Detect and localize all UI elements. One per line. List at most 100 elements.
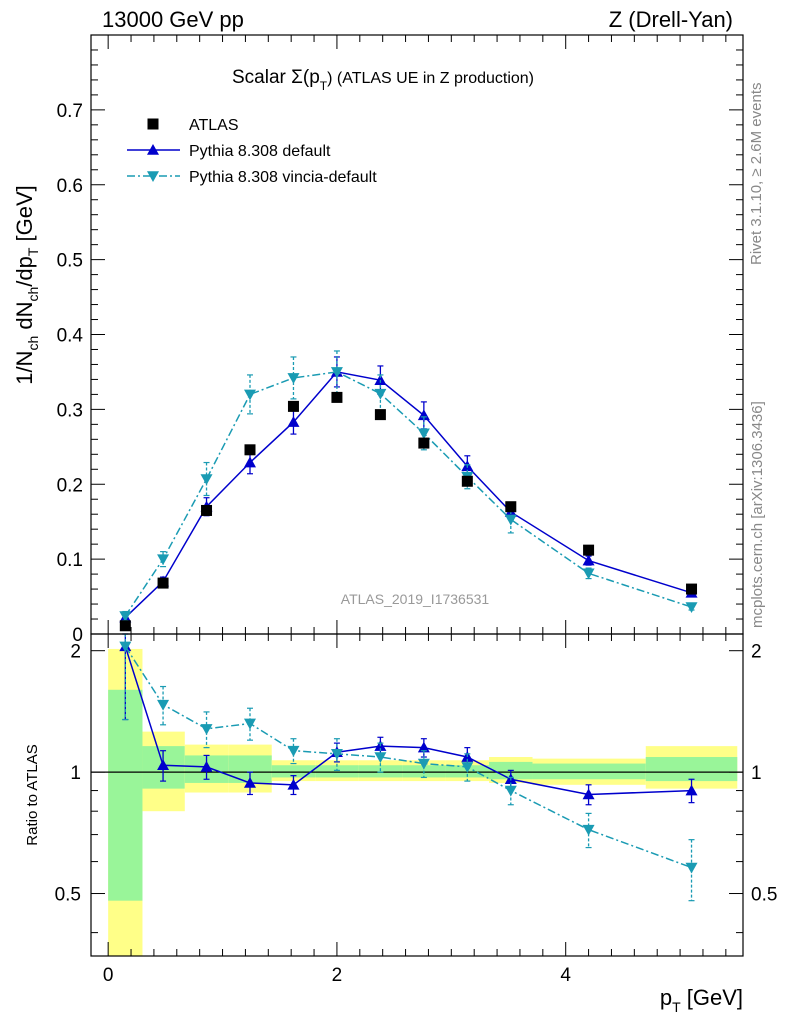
- data-point: [417, 428, 430, 440]
- analysis-watermark: ATLAS_2019_I1736531: [341, 591, 490, 607]
- atlas-data-point: [583, 544, 595, 556]
- legend-marker: [147, 171, 159, 182]
- uncertainty-band-inner: [315, 765, 359, 778]
- ratio-point: [417, 758, 430, 770]
- ratio-y-tick-label: 1: [70, 763, 81, 784]
- ratio-point: [243, 718, 256, 730]
- ylabel-part2: dN: [12, 302, 37, 336]
- data-point: [330, 367, 343, 378]
- ratio-point: [330, 749, 343, 760]
- ratio-y-tick-label: 2: [70, 642, 81, 663]
- ratio-y-tick-label: 0.5: [55, 885, 81, 906]
- ratio-point: [685, 784, 698, 796]
- atlas-data-point: [287, 400, 299, 412]
- y-tick-label: 0.2: [57, 475, 83, 496]
- legend-label: ATLAS: [189, 117, 239, 134]
- legend-marker: [147, 144, 159, 155]
- svg-text:1/Nch dNch/dpT [GeV]: 1/Nch dNch/dpT [GeV]: [12, 185, 41, 385]
- y-tick-label: 0: [72, 625, 83, 646]
- data-point: [374, 388, 387, 400]
- data-point: [504, 514, 517, 526]
- data-point: [582, 554, 595, 566]
- ratio-y-tick-label-right: 0.5: [751, 885, 777, 906]
- title-sub: T: [320, 79, 328, 93]
- atlas-data-point: [331, 391, 343, 403]
- ratio-point: [582, 788, 595, 800]
- plot-title: Scalar Σ(pT) (ATLAS UE in Z production): [232, 67, 534, 93]
- header-left: 13000 GeV pp: [102, 7, 244, 32]
- atlas-data-point: [201, 504, 213, 516]
- atlas-data-point: [505, 501, 517, 513]
- ratio-point: [287, 745, 300, 757]
- data-point: [157, 554, 170, 566]
- uncertainty-band-inner: [108, 689, 143, 901]
- ratio-frame: [90, 633, 744, 957]
- atlas-data-point: [461, 475, 473, 487]
- rivet-label: Rivet 3.1.10, ≥ 2.6M events: [748, 83, 765, 266]
- data-point: [243, 456, 256, 468]
- y-tick-label: 0.4: [57, 326, 84, 347]
- mcplots-label: mcplots.cern.ch [arXiv:1306.3436]: [749, 401, 766, 628]
- x-tick-label: 4: [560, 965, 571, 986]
- legend-label: Pythia 8.308 default: [189, 143, 331, 160]
- title-main: Scalar Σ(p: [232, 67, 320, 88]
- data-point: [119, 611, 132, 623]
- xlabel-sub: T: [672, 999, 681, 1015]
- y-tick-label: 0.6: [57, 176, 83, 197]
- data-point: [417, 409, 430, 421]
- y-axis-label: 1/Nch dNch/dpT [GeV]: [12, 185, 41, 385]
- legend-marker: [147, 118, 159, 130]
- ylabel-part4: [GeV]: [12, 185, 37, 247]
- xlabel-main: p: [660, 985, 672, 1010]
- ratio-point: [287, 778, 300, 790]
- ratio-y-axis-label: Ratio to ATLAS: [24, 744, 41, 845]
- ratio-point: [504, 785, 517, 797]
- ratio-point: [461, 762, 474, 773]
- x-tick-label: 2: [332, 965, 343, 986]
- uncertainty-band-inner: [645, 757, 738, 782]
- atlas-data-point: [157, 577, 169, 589]
- data-point: [287, 416, 300, 427]
- atlas-data-point: [244, 444, 256, 456]
- ratio-y-tick-label-right: 1: [751, 763, 762, 784]
- data-point: [582, 568, 595, 580]
- ratio-point: [200, 760, 213, 772]
- ratio-point: [157, 759, 170, 771]
- atlas-data-point: [418, 437, 430, 449]
- ratio-point: [243, 776, 256, 788]
- legend-label: Pythia 8.308 vincia-default: [189, 169, 377, 186]
- header-right: Z (Drell-Yan): [609, 7, 733, 32]
- x-axis-label: pT [GeV]: [660, 985, 743, 1015]
- series-line-2: [124, 371, 692, 617]
- ratio-point: [417, 741, 430, 753]
- ratio-line-1: [124, 646, 692, 796]
- ratio-point: [582, 824, 595, 836]
- data-point: [374, 374, 387, 385]
- series-line-1: [124, 371, 692, 619]
- legend: ATLAS Pythia 8.308 default Pythia 8.308 vi…: [127, 117, 377, 186]
- xlabel-rest: [GeV]: [681, 985, 743, 1010]
- ylabel-sub2: ch: [25, 287, 41, 302]
- atlas-data-point: [686, 583, 698, 595]
- ratio-panel: 0.5 0.5 1 1 2 2 0 2 4: [55, 633, 777, 986]
- x-tick-label: 0: [103, 965, 114, 986]
- ratio-point: [374, 752, 387, 764]
- ylabel-part3: /dp: [12, 256, 37, 287]
- ylabel-sub3: T: [25, 247, 41, 256]
- atlas-data-point: [374, 409, 386, 421]
- y-tick-label: 0.5: [57, 251, 83, 272]
- main-panel: 0 0.1 0.2 0.3 0.4 0.5 0.6 0.7: [57, 34, 744, 646]
- title-rest: ) (ATLAS UE in Z production): [327, 70, 534, 87]
- uncertainty-band-inner: [271, 765, 316, 778]
- ratio-point: [157, 699, 170, 711]
- data-point: [287, 373, 300, 384]
- uncertainty-band-inner: [358, 765, 403, 778]
- data-point: [685, 602, 698, 614]
- ratio-point: [685, 862, 698, 874]
- ratio-point: [200, 724, 213, 735]
- data-point: [200, 474, 213, 486]
- uncertainty-band-inner: [532, 763, 646, 780]
- ylabel-part1: 1/N: [12, 351, 37, 385]
- y-tick-label: 0.3: [57, 400, 83, 421]
